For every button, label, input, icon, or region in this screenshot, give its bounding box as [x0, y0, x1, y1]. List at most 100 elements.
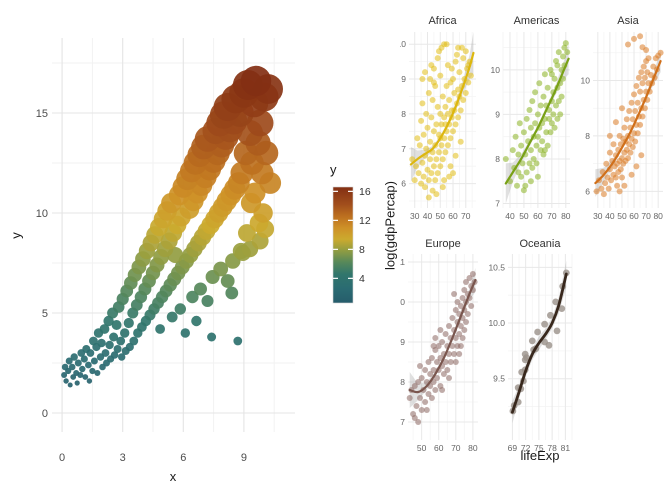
facet-data-point: [453, 51, 460, 58]
facet-y-tick-label: 10: [581, 76, 591, 86]
facet-data-point: [464, 311, 471, 317]
legend-tick-label: 12: [359, 215, 371, 227]
facet-data-point: [460, 55, 467, 62]
facet-data-point: [547, 129, 554, 136]
facet-data-point: [467, 72, 474, 79]
facet-data-point: [641, 105, 648, 112]
facet-x-tick-label: 40: [605, 211, 615, 221]
facet-data-point: [548, 120, 555, 127]
facet-data-point: [406, 395, 413, 401]
facet-data-point: [625, 41, 631, 48]
facet-panel-americas: 40 50 60 70 80 7 8 9 10: [491, 32, 571, 221]
facet-data-point: [544, 84, 551, 91]
facet-data-point: [446, 173, 453, 180]
facet-x-tick-label: 78: [547, 443, 557, 453]
facet-data-point: [451, 90, 458, 96]
facet-data-point: [457, 138, 464, 145]
facet-data-point: [600, 191, 607, 198]
facet-data-point: [437, 110, 444, 117]
facet-x-tick-label: 70: [641, 211, 651, 221]
bubble-point: [186, 290, 199, 304]
bubble-point: [233, 336, 243, 346]
facet-data-point: [545, 341, 553, 349]
facet-data-point: [518, 142, 525, 149]
facet-y-tick-label: 6: [585, 186, 590, 196]
facet-data-point: [522, 182, 529, 189]
facet-data-point: [530, 156, 537, 162]
facet-data-point: [435, 343, 442, 349]
facet-data-point: [633, 83, 640, 89]
bubble-point: [63, 378, 69, 384]
facet-x-tick-label: 70: [461, 211, 471, 221]
facet-data-point: [442, 359, 449, 365]
facet-data-point: [429, 187, 436, 194]
facet-data-point: [639, 80, 646, 87]
facet-y-tick-label: 9.5: [493, 374, 505, 384]
facet-data-point: [439, 93, 446, 100]
facet-data-point: [432, 177, 439, 184]
facet-data-point: [437, 355, 444, 361]
facet-data-point: [452, 359, 459, 365]
facet-data-point: [617, 166, 624, 173]
facet-x-tick-label: 75: [534, 443, 544, 453]
bubble-point: [207, 332, 217, 342]
facet-data-point: [528, 337, 536, 345]
bubble-point: [79, 365, 86, 373]
color-legend: 4 8 12 16: [332, 186, 371, 304]
facet-data-point: [439, 184, 446, 191]
facet-x-tick-label: 72: [521, 443, 531, 453]
facet-data-point: [632, 138, 639, 145]
facet-data-point: [628, 99, 635, 106]
bubble-point: [109, 332, 119, 342]
facet-panel-europe: 50 60 70 80 7 8 9 10 11: [400, 254, 478, 453]
facet-data-point: [423, 145, 430, 152]
facet-data-point: [437, 72, 444, 79]
facet-data-point: [520, 129, 527, 136]
facet-data-point: [606, 149, 613, 156]
bubble-point: [85, 361, 92, 369]
facet-data-point: [515, 151, 522, 158]
facet-data-point: [529, 98, 536, 105]
legend-colorbar: [332, 186, 354, 304]
facet-data-point: [466, 275, 473, 281]
facet-data-point: [439, 339, 446, 345]
facet-data-point: [439, 387, 446, 393]
facet-data-point: [554, 115, 561, 122]
facet-y-tick-label: 8: [400, 377, 405, 387]
facet-data-point: [619, 105, 625, 112]
bubble-point: [61, 372, 68, 378]
facet-data-point: [415, 170, 422, 177]
facet-data-point: [444, 142, 451, 149]
facet-data-point: [459, 295, 466, 301]
facet-data-point: [527, 178, 534, 185]
facet-data-point: [457, 343, 464, 349]
facet-data-point: [514, 182, 520, 189]
facet-data-point: [430, 163, 437, 170]
facet-data-point: [532, 120, 539, 127]
facet-data-point: [427, 156, 434, 163]
bubble-point: [67, 382, 73, 388]
bubble-point: [155, 324, 166, 334]
bubble-point: [125, 342, 134, 352]
facet-data-point: [443, 41, 450, 48]
facet-data-point: [555, 49, 562, 56]
facet-data-point: [625, 155, 631, 162]
facet-data-point: [414, 135, 421, 142]
facet-data-point: [429, 97, 436, 103]
facet-data-point: [635, 74, 642, 81]
facet-data-point: [420, 131, 427, 138]
bubble-point: [129, 336, 139, 346]
facet-data-point: [423, 407, 430, 413]
facet-data-point: [612, 119, 619, 126]
facet-x-tick-label: 60: [448, 211, 458, 221]
facet-data-point: [455, 44, 462, 51]
facet-data-point: [468, 303, 475, 309]
facet-data-point: [619, 174, 625, 181]
bubble-point: [68, 363, 76, 371]
facet-data-point: [456, 69, 463, 76]
facet-data-point: [428, 170, 435, 177]
facet-data-point: [657, 49, 664, 56]
facet-data-point: [643, 47, 650, 53]
facet-data-point: [415, 419, 422, 425]
